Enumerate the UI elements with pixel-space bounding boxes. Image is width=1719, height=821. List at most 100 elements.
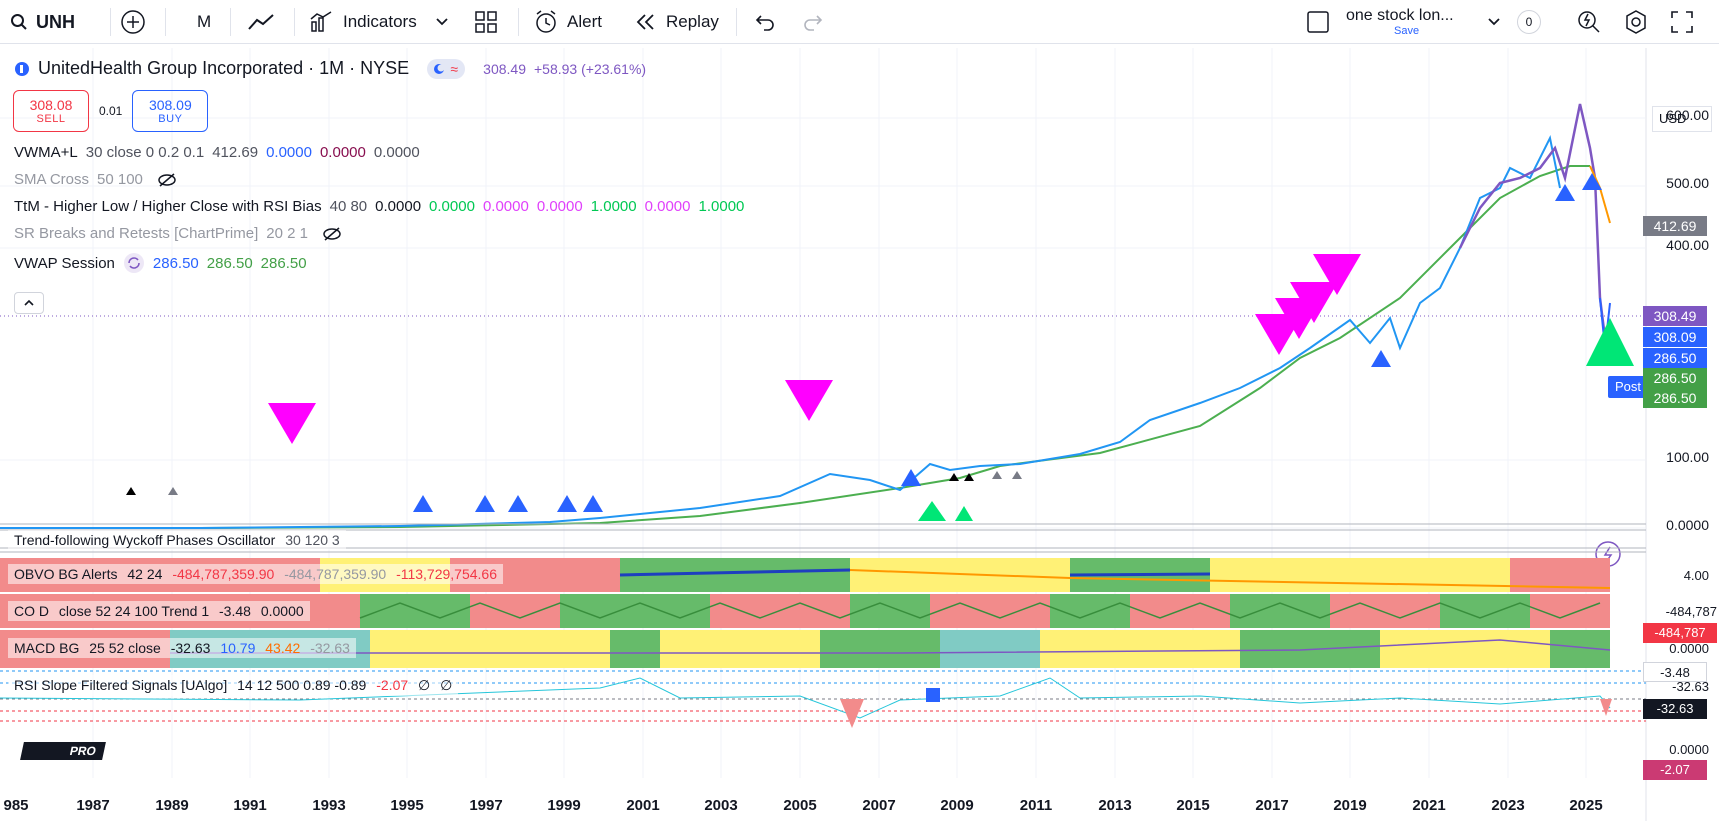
small-triangle (992, 471, 1002, 479)
year-label: 1995 (390, 797, 424, 814)
time-axis[interactable]: 985 1987 1989 1991 1993 1995 1997 1999 2… (0, 791, 1719, 821)
macd-tag: -32.63 (1643, 699, 1707, 719)
wave-icon: ≈ (450, 60, 459, 77)
alert-label: Alert (567, 12, 602, 31)
market-status-badge[interactable]: ≈ (427, 58, 466, 79)
macd-pane (0, 630, 1611, 668)
divider (230, 8, 231, 36)
buy-button[interactable]: 308.09 BUY (132, 90, 209, 132)
blue-triangle (583, 495, 603, 512)
legend-ttm[interactable]: TtM - Higher Low / Higher Close with RSI… (14, 198, 744, 215)
compare-button[interactable] (120, 0, 146, 44)
indicator-value: 286.50 (206, 254, 253, 272)
replay-button[interactable]: Replay (634, 0, 719, 44)
small-triangle (126, 487, 136, 495)
year-label: 2025 (1569, 797, 1603, 814)
settings-button[interactable] (1623, 0, 1649, 44)
year-label: 2001 (626, 797, 660, 814)
small-triangle (1012, 471, 1022, 479)
layout-name-button[interactable]: one stock lon... Save (1346, 0, 1454, 44)
price-line (0, 134, 1561, 529)
indicator-params: 25 52 close (89, 640, 161, 656)
notification-count[interactable]: 0 (1517, 10, 1541, 34)
year-label: 2019 (1333, 797, 1367, 814)
small-signals (126, 471, 1022, 495)
indicator-value: 0.0000 (373, 144, 420, 161)
alert-button[interactable]: Alert (533, 0, 602, 44)
undo-button[interactable] (754, 0, 776, 44)
divider (110, 8, 111, 36)
indicator-params: 20 2 1 (266, 225, 308, 242)
price-tick: 600.00 (1666, 107, 1709, 123)
sell-label: SELL (36, 113, 66, 125)
currency-selector[interactable]: USD (1652, 106, 1712, 132)
indicator-value: 43.42 (265, 640, 301, 656)
layout-checkbox[interactable] (1306, 0, 1330, 44)
cod-tag: -3.48 (1643, 662, 1707, 682)
buy-signals (918, 318, 1634, 521)
obvo-tick: -484,787 (1665, 604, 1717, 619)
price-tag: 308.49 (1643, 306, 1707, 326)
chart-area[interactable]: UnitedHealth Group Incorporated · 1M · N… (0, 48, 1719, 821)
indicator-value: 1.0000 (590, 198, 637, 215)
divider (294, 8, 295, 36)
wyckoff-tick: 4.00 (1683, 568, 1709, 583)
pane-label-cod[interactable]: CO D close 52 24 100 Trend 1 -3.48 0.000… (8, 601, 310, 621)
pro-logo: PRO (20, 742, 106, 760)
layout-dropdown[interactable] (1487, 0, 1501, 44)
pane-label-macd[interactable]: MACD BG 25 52 close -32.63 10.79 43.42 -… (8, 638, 356, 658)
sell-price: 308.08 (29, 97, 73, 113)
hidden-eye-icon[interactable] (157, 172, 177, 188)
interval-label: M (197, 12, 212, 31)
blue-triangle (413, 495, 433, 512)
indicator-name: Trend-following Wyckoff Phases Oscillato… (14, 532, 276, 548)
indicator-value: -32.63 (170, 640, 211, 656)
spread-value: 0.01 (99, 104, 123, 118)
indicator-name: CO D (14, 603, 49, 619)
collapse-legend-button[interactable] (14, 292, 44, 314)
price-tag: 412.69 (1643, 216, 1707, 236)
indicator-value: 286.50 (152, 254, 199, 272)
indicator-params: 40 80 (329, 198, 368, 215)
year-label: 2009 (940, 797, 974, 814)
hidden-eye-icon[interactable] (322, 226, 342, 242)
chevron-up-icon (24, 299, 34, 306)
chart-type-button[interactable] (247, 0, 275, 44)
symbol-label: UNH (36, 11, 75, 32)
pane-label-wyckoff[interactable]: Trend-following Wyckoff Phases Oscillato… (8, 530, 346, 550)
interval-button[interactable]: M (197, 0, 211, 44)
chart-canvas[interactable] (0, 48, 1719, 821)
indicator-value: -32.63 (310, 640, 350, 656)
year-label: 2007 (862, 797, 896, 814)
indicators-button[interactable]: Indicators (309, 0, 449, 44)
sell-button[interactable]: 308.08 SELL (13, 90, 89, 132)
fullscreen-button[interactable] (1670, 0, 1694, 44)
obvo-tag: -484,787 (1643, 623, 1717, 643)
buy-price: 308.09 (148, 97, 192, 113)
sell-triangle (268, 403, 316, 444)
legend-sma[interactable]: SMA Cross 50 100 (14, 171, 177, 188)
legend-sr[interactable]: SR Breaks and Retests [ChartPrime] 20 2 … (14, 225, 342, 242)
symbol-search[interactable]: UNH (10, 0, 75, 44)
year-label: 2021 (1412, 797, 1446, 814)
price-tick: 100.00 (1666, 449, 1709, 465)
indicators-icon (310, 11, 332, 32)
quick-search-button[interactable] (1576, 0, 1602, 44)
redo-button[interactable] (802, 0, 824, 44)
year-label: 985 (3, 797, 29, 814)
indicator-value: 0.0000 (260, 603, 304, 619)
price-tag: 286.50 (1643, 348, 1707, 368)
indicator-name: SMA Cross (14, 171, 90, 188)
templates-button[interactable] (474, 0, 498, 44)
layout-name-label: one stock lon... (1346, 7, 1454, 24)
divider (518, 8, 519, 36)
indicator-name: SR Breaks and Retests [ChartPrime] (14, 225, 259, 242)
lightning-search-icon (1578, 11, 1600, 33)
legend-vwap[interactable]: VWAP Session 286.50 286.50 286.50 (14, 252, 307, 274)
pane-label-rsi[interactable]: RSI Slope Filtered Signals [UAlgo] 14 12… (8, 675, 459, 696)
legend-vwma[interactable]: VWMA+L 30 close 0 0.2 0.1 412.69 0.0000 … (14, 144, 420, 161)
refresh-icon[interactable] (123, 252, 145, 274)
pane-label-obvo[interactable]: OBVO BG Alerts 42 24 -484,787,359.90 -48… (8, 564, 504, 584)
macd-tick: -32.63 (1672, 679, 1709, 694)
small-triangle (168, 487, 178, 495)
